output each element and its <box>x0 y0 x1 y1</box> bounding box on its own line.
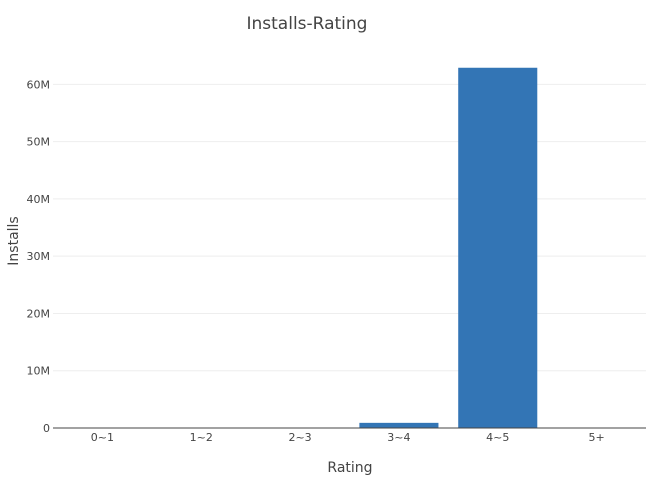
y-tick-label: 10M <box>27 365 51 378</box>
bar <box>458 67 538 428</box>
x-tick-label: 0~1 <box>91 431 114 444</box>
x-tick-label: 1~2 <box>190 431 213 444</box>
x-tick-label: 3~4 <box>387 431 410 444</box>
bar <box>359 422 439 428</box>
y-tick-label: 60M <box>27 78 51 91</box>
chart-title: Installs-Rating <box>247 14 368 34</box>
x-tick-labels: 0~1 1~2 2~3 3~4 4~5 5+ <box>91 431 605 444</box>
y-tick-label: 30M <box>27 250 51 263</box>
y-tick-labels: 0 10M 20M 30M 40M 50M 60M <box>27 78 51 435</box>
y-tick-label: 20M <box>27 307 51 320</box>
bars <box>359 67 538 428</box>
y-tick-label: 50M <box>27 136 51 149</box>
x-tick-label: 2~3 <box>288 431 311 444</box>
y-tick-label: 0 <box>43 422 50 435</box>
x-tick-label: 4~5 <box>486 431 509 444</box>
y-tick-label: 40M <box>27 193 51 206</box>
y-axis-title: Installs <box>6 216 22 265</box>
x-axis-title: Rating <box>327 460 372 476</box>
x-tick-label: 5+ <box>588 431 604 444</box>
gridlines <box>53 83 646 372</box>
